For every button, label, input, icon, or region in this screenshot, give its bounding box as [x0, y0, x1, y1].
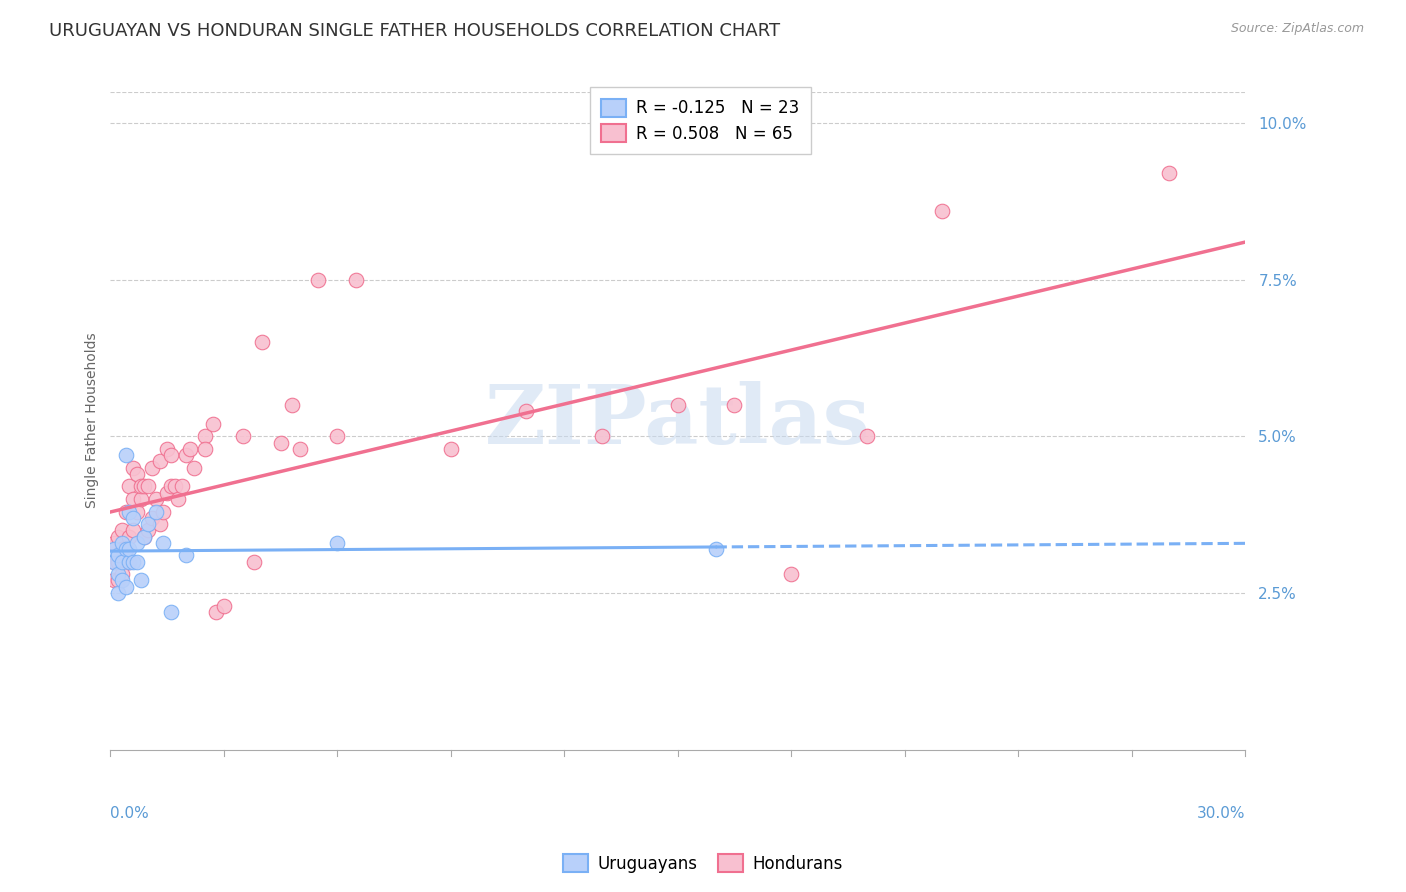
Point — [118, 542, 141, 557]
Point — [111, 536, 134, 550]
Point — [118, 479, 141, 493]
Point — [288, 442, 311, 456]
Point — [134, 479, 156, 493]
Point — [114, 504, 136, 518]
Point — [107, 586, 129, 600]
Point — [194, 442, 217, 456]
Point — [129, 491, 152, 506]
Point — [125, 536, 148, 550]
Point — [152, 504, 174, 518]
Point — [326, 429, 349, 443]
Point — [141, 460, 163, 475]
Point — [148, 517, 170, 532]
Point — [122, 460, 145, 475]
Text: URUGUAYAN VS HONDURAN SINGLE FATHER HOUSEHOLDS CORRELATION CHART: URUGUAYAN VS HONDURAN SINGLE FATHER HOUS… — [49, 22, 780, 40]
Y-axis label: Single Father Households: Single Father Households — [86, 333, 100, 508]
Point — [723, 398, 745, 412]
Point — [270, 435, 292, 450]
Point — [136, 524, 159, 538]
Point — [103, 555, 125, 569]
Text: 30.0%: 30.0% — [1197, 806, 1246, 821]
Point — [103, 574, 125, 588]
Point — [114, 542, 136, 557]
Point — [107, 555, 129, 569]
Point — [156, 442, 179, 456]
Point — [201, 417, 224, 431]
Point — [856, 429, 879, 443]
Point — [136, 479, 159, 493]
Point — [118, 504, 141, 518]
Point — [145, 491, 167, 506]
Point — [125, 467, 148, 481]
Point — [281, 398, 304, 412]
Point — [232, 429, 254, 443]
Point — [250, 335, 273, 350]
Point — [212, 599, 235, 613]
Point — [704, 542, 727, 557]
Point — [440, 442, 463, 456]
Point — [174, 549, 197, 563]
Legend: R = -0.125   N = 23, R = 0.508   N = 65: R = -0.125 N = 23, R = 0.508 N = 65 — [589, 87, 811, 154]
Point — [107, 574, 129, 588]
Text: ZIPatlas: ZIPatlas — [485, 381, 870, 460]
Point — [122, 510, 145, 524]
Point — [114, 448, 136, 462]
Point — [103, 536, 125, 550]
Point — [174, 448, 197, 462]
Point — [156, 485, 179, 500]
Point — [103, 542, 125, 557]
Point — [111, 555, 134, 569]
Point — [129, 574, 152, 588]
Point — [160, 448, 183, 462]
Point — [118, 555, 141, 569]
Point — [148, 454, 170, 468]
Point — [111, 542, 134, 557]
Point — [326, 536, 349, 550]
Point — [194, 429, 217, 443]
Point — [114, 542, 136, 557]
Point — [205, 605, 228, 619]
Point — [111, 574, 134, 588]
Point — [122, 524, 145, 538]
Point — [125, 504, 148, 518]
Point — [931, 203, 953, 218]
Point — [666, 398, 689, 412]
Point — [179, 442, 201, 456]
Point — [152, 536, 174, 550]
Point — [160, 605, 183, 619]
Legend: Uruguayans, Hondurans: Uruguayans, Hondurans — [557, 847, 849, 880]
Text: Source: ZipAtlas.com: Source: ZipAtlas.com — [1230, 22, 1364, 36]
Point — [122, 555, 145, 569]
Point — [243, 555, 266, 569]
Point — [145, 504, 167, 518]
Point — [160, 479, 183, 493]
Point — [134, 530, 156, 544]
Point — [107, 549, 129, 563]
Point — [111, 524, 134, 538]
Point — [107, 530, 129, 544]
Point — [307, 273, 329, 287]
Point — [141, 510, 163, 524]
Point — [103, 555, 125, 569]
Point — [107, 567, 129, 582]
Point — [591, 429, 613, 443]
Point — [125, 555, 148, 569]
Text: 0.0%: 0.0% — [111, 806, 149, 821]
Point — [163, 479, 186, 493]
Point — [114, 580, 136, 594]
Point — [780, 567, 803, 582]
Point — [122, 491, 145, 506]
Point — [129, 479, 152, 493]
Point — [134, 530, 156, 544]
Point — [118, 555, 141, 569]
Point — [172, 479, 194, 493]
Point — [111, 567, 134, 582]
Point — [183, 460, 205, 475]
Point — [344, 273, 367, 287]
Point — [136, 517, 159, 532]
Point — [118, 530, 141, 544]
Point — [167, 491, 190, 506]
Point — [1159, 166, 1181, 180]
Point — [515, 404, 537, 418]
